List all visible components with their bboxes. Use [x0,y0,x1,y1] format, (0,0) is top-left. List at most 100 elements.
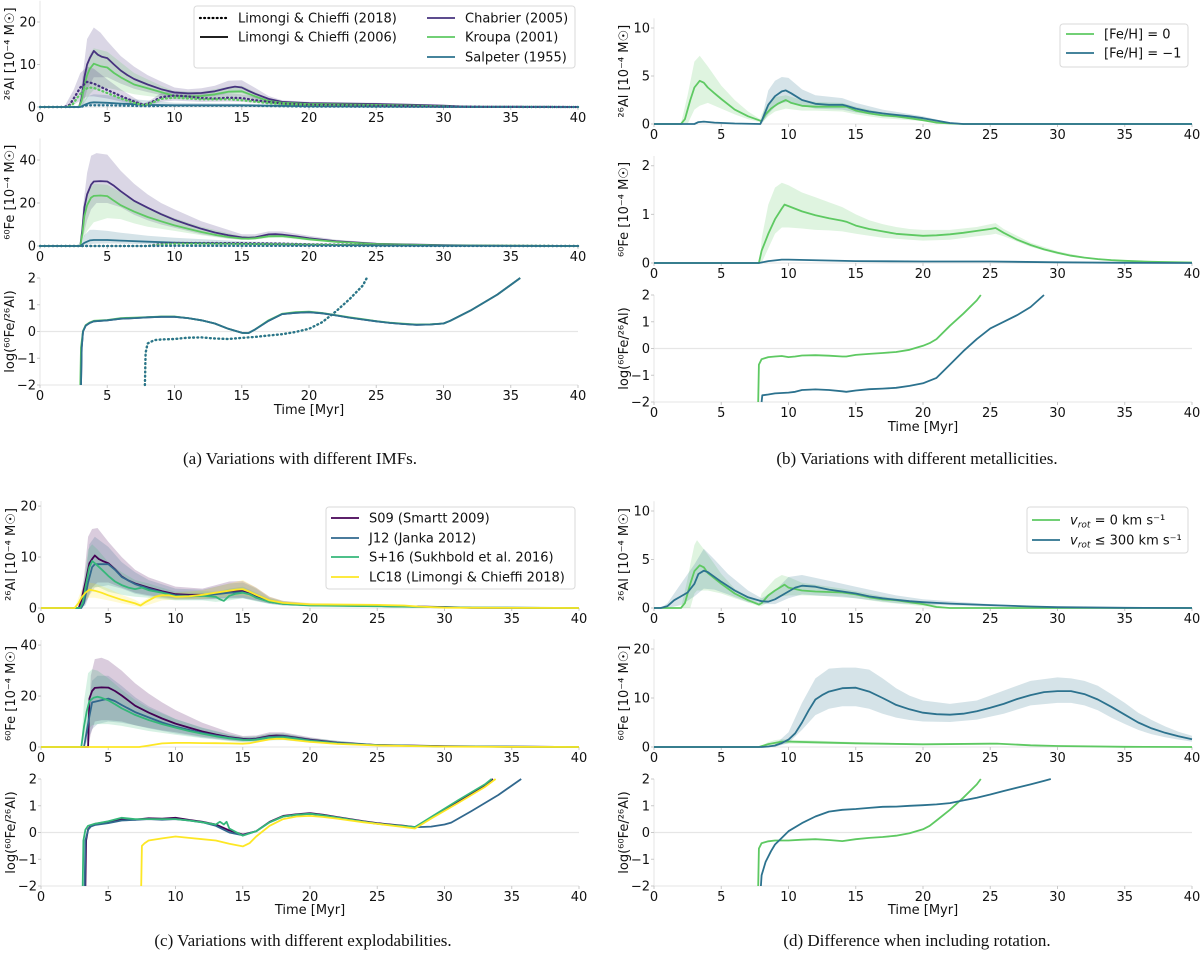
x-tick-label: 35 [1116,612,1133,627]
x-tick-label: 20 [915,612,932,627]
subplot-fe60: 0 10 20 0 5 10 15 20 25 30 35 40 ⁶⁰Fe [10⁻⁴ M☉] [617,639,1200,766]
x-tick-label: 40 [571,612,588,627]
legend-label: J12 (Janka 2012) [368,532,476,547]
legend-label: Salpeter (1955) [465,51,567,66]
series-line-v-rot-300-km-s [654,686,1193,748]
y-axis-label: log(⁶⁰Fe/²⁶Al) [4,791,19,873]
x-tick-label: 35 [502,111,519,126]
x-tick-label: 35 [1116,406,1133,421]
legend-entry: LC18 (Limongi & Chieffi 2018) [331,571,565,586]
y-tick-label: 2 [642,159,650,174]
legend-box [325,506,576,590]
legend-box [1026,506,1189,554]
y-tick-label: 1 [29,799,37,814]
x-tick-label: 30 [436,890,453,905]
legend: Limongi & Chieffi (2018) Limongi & Chieff… [193,5,576,69]
y-axis-label: log(⁶⁰Fe/²⁶Al) [3,290,18,372]
x-tick-label: 0 [37,890,45,905]
y-tick-label: −2 [631,396,650,411]
x-tick-label: 35 [1116,890,1133,905]
y-tick-label: 0 [28,240,36,255]
y-tick-label: 20 [19,16,36,31]
legend-entry: J12 (Janka 2012) [331,532,476,547]
x-tick-label: 10 [780,612,797,627]
x-tick-label: 15 [847,128,864,143]
y-tick-label: 20 [20,500,37,515]
y-tick-label: 20 [20,690,37,705]
x-axis-label: Time [Myr] [887,420,958,435]
y-tick-label: 0 [642,342,650,357]
x-tick-label: 25 [368,389,385,404]
x-tick-label: 15 [233,389,250,404]
x-tick-label: 15 [847,612,864,627]
x-tick-label: 25 [982,128,999,143]
x-tick-label: 30 [436,612,453,627]
x-tick-label: 20 [915,267,932,282]
x-tick-label: 35 [502,250,519,265]
x-tick-label: 30 [1049,267,1066,282]
band-j12-janka-2012 [81,536,580,608]
x-tick-label: 30 [1049,406,1066,421]
x-tick-label: 40 [570,250,587,265]
x-tick-label: 35 [1116,751,1133,766]
legend-entry: [Fe/H] = 0 [1066,28,1171,43]
series-line-v-rot-0-km-s [654,740,1193,748]
y-axis-label: log(⁶⁰Fe/²⁶Al) [617,307,632,389]
y-tick-label: 1 [28,298,36,313]
x-tick-label: 30 [1049,128,1066,143]
x-tick-label: 15 [233,250,250,265]
y-tick-label: 2 [29,773,37,788]
y-tick-label: −1 [17,352,36,367]
series-line-v-rot-300-km-s [760,778,1052,887]
series-line-fe-h-1 [654,258,1193,264]
x-tick-label: 40 [1184,751,1200,766]
legend-label: S+16 (Sukhbold et al. 2016) [369,551,554,566]
x-tick-label: 10 [166,111,183,126]
x-tick-label: 0 [650,890,658,905]
legend-box [193,5,576,69]
y-tick-label: 0 [642,257,650,272]
x-tick-label: 15 [847,751,864,766]
band-v-rot-300-km-s [660,548,1192,608]
x-tick-label: 5 [104,890,112,905]
x-tick-label: 20 [915,751,932,766]
band-s09-smartt-2009 [88,657,579,747]
x-tick-label: 20 [302,751,319,766]
legend-label: Limongi & Chieffi (2018) [238,12,397,27]
series-line-lc18-limongi-chieffi-2018 [41,588,580,609]
legend-label: Limongi & Chieffi (2006) [238,31,397,46]
y-tick-label: −2 [631,880,650,895]
x-tick-label: 20 [915,406,932,421]
y-tick-label: −2 [18,880,37,895]
series-line-salpeter-1955-lc18 [143,276,368,387]
y-tick-label: 5 [642,553,650,568]
series-line-fe-h-1 [760,294,1045,403]
x-tick-label: 35 [503,890,520,905]
y-axis-label: ⁶⁰Fe [10⁻⁴ M☉] [617,162,632,257]
legend-entry: Salpeter (1955) [427,51,567,66]
legend-label: vrot ≤ 300 km s⁻¹ [1070,534,1182,551]
x-tick-label: 10 [167,751,184,766]
x-tick-label: 10 [780,267,797,282]
legend-entry: vrot ≤ 300 km s⁻¹ [1032,534,1182,551]
legend-entry: S+16 (Sukhbold et al. 2016) [331,551,554,566]
series-line-salpeter-1955-lc06 [80,277,521,386]
legend-label: Kroupa (2001) [465,31,558,46]
y-tick-label: 0 [29,826,37,841]
x-tick-label: 25 [982,406,999,421]
x-tick-label: 5 [717,267,725,282]
x-tick-label: 40 [570,111,587,126]
caption-d: (d) Difference when including rotation. [783,931,1051,950]
y-tick-label: 0 [642,602,650,617]
legend-entry: Kroupa (2001) [427,31,558,46]
caption-a: (a) Variations with different IMFs. [182,449,418,468]
x-tick-label: 10 [166,389,183,404]
x-axis-label: Time [Myr] [887,903,958,918]
y-tick-label: 10 [633,22,650,37]
legend-entry: S09 (Smartt 2009) [331,512,490,527]
x-tick-label: 30 [1049,890,1066,905]
y-tick-label: 2 [642,773,650,788]
